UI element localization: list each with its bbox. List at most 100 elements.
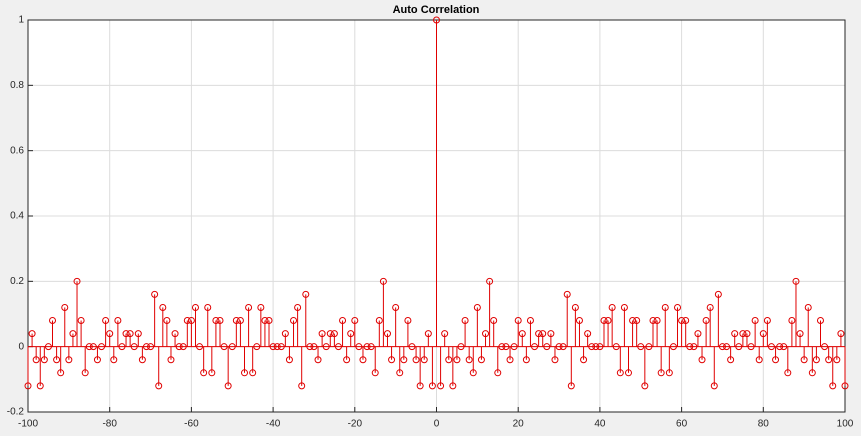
stem-marker xyxy=(612,343,620,351)
stem-marker xyxy=(134,330,142,338)
stem-marker xyxy=(604,317,612,325)
stem-marker xyxy=(433,16,440,24)
stem-marker xyxy=(588,343,596,351)
stem-marker xyxy=(780,343,788,351)
stem-marker xyxy=(69,330,77,338)
stem-marker xyxy=(130,343,138,351)
stem-marker xyxy=(285,356,293,364)
x-tick-label: 60 xyxy=(676,419,688,430)
stem-marker xyxy=(400,356,408,364)
stem-marker xyxy=(796,330,804,338)
stem-marker xyxy=(727,356,735,364)
stem-marker xyxy=(514,317,522,325)
stem-marker xyxy=(772,356,780,364)
stem-marker xyxy=(167,356,175,364)
stem-marker xyxy=(449,382,457,390)
x-tick-label: -80 xyxy=(102,419,117,430)
stem-marker xyxy=(469,369,477,377)
stem-marker xyxy=(441,330,449,338)
x-tick-label: 40 xyxy=(594,419,606,430)
stem-marker xyxy=(657,369,665,377)
stem-marker xyxy=(776,343,784,351)
stem-marker xyxy=(465,356,473,364)
stem-marker xyxy=(502,343,510,351)
stem-marker xyxy=(277,343,285,351)
stem-marker xyxy=(347,330,355,338)
stem-marker xyxy=(526,317,534,325)
stem-marker xyxy=(236,317,244,325)
stem-marker xyxy=(555,343,563,351)
stem-marker xyxy=(53,356,61,364)
stem-marker xyxy=(183,317,191,325)
stem-marker xyxy=(314,356,322,364)
y-tick-label: -0.2 xyxy=(7,407,25,418)
stem-marker xyxy=(106,330,114,338)
stem-marker xyxy=(596,343,604,351)
stem-marker xyxy=(592,343,600,351)
stem-marker xyxy=(114,317,122,325)
stem-marker xyxy=(294,303,302,311)
stem-marker xyxy=(551,356,559,364)
x-tick-label: -20 xyxy=(348,419,363,430)
stem-marker xyxy=(298,382,306,390)
stem-marker xyxy=(224,382,232,390)
stem-marker xyxy=(196,343,204,351)
stem-marker xyxy=(49,317,57,325)
stem-marker xyxy=(371,369,379,377)
stem-marker xyxy=(567,382,575,390)
stem-marker xyxy=(40,356,48,364)
stem-marker xyxy=(800,356,808,364)
stem-marker xyxy=(171,330,179,338)
stem-marker xyxy=(388,356,396,364)
stem-marker xyxy=(302,290,310,298)
x-tick-label: 100 xyxy=(837,419,854,430)
y-tick-label: 0.2 xyxy=(10,276,24,287)
stem-marker xyxy=(216,317,224,325)
stem-marker xyxy=(89,343,97,351)
stem-marker xyxy=(473,303,481,311)
stem-marker xyxy=(228,343,236,351)
x-tick-label: 0 xyxy=(434,419,440,430)
stem-marker xyxy=(142,343,150,351)
stem-marker xyxy=(665,369,673,377)
stem-marker xyxy=(412,356,420,364)
stem-marker xyxy=(408,343,416,351)
stem-marker xyxy=(290,317,298,325)
stem-marker xyxy=(36,382,44,390)
stem-marker xyxy=(98,343,106,351)
stem-marker xyxy=(821,343,829,351)
x-tick-label: 20 xyxy=(513,419,525,430)
stem-marker xyxy=(77,317,85,325)
stem-marker xyxy=(151,290,159,298)
stem-marker xyxy=(784,369,792,377)
y-tick-label: 1 xyxy=(18,15,24,26)
stem-marker xyxy=(600,317,608,325)
stem-marker xyxy=(637,343,645,351)
stem-marker xyxy=(179,343,187,351)
stem-marker xyxy=(641,382,649,390)
stem-marker xyxy=(575,317,583,325)
stem-marker xyxy=(322,343,330,351)
stem-marker xyxy=(383,330,391,338)
y-tick-label: 0.6 xyxy=(10,145,24,156)
stem-marker xyxy=(825,356,833,364)
stem-marker xyxy=(682,317,690,325)
stem-marker xyxy=(334,343,342,351)
stem-marker xyxy=(584,330,592,338)
stem-marker xyxy=(747,343,755,351)
stem-marker xyxy=(518,330,526,338)
stem-marker xyxy=(61,303,69,311)
stem-marker xyxy=(339,317,347,325)
stem-marker xyxy=(649,317,657,325)
stem-marker xyxy=(396,369,404,377)
stem-marker xyxy=(81,369,89,377)
stem-marker xyxy=(633,317,641,325)
stem-marker xyxy=(24,382,32,390)
stem-marker xyxy=(102,317,110,325)
stem-marker xyxy=(788,317,796,325)
stem-marker xyxy=(686,343,694,351)
stem-marker xyxy=(204,303,212,311)
stem-marker xyxy=(698,356,706,364)
